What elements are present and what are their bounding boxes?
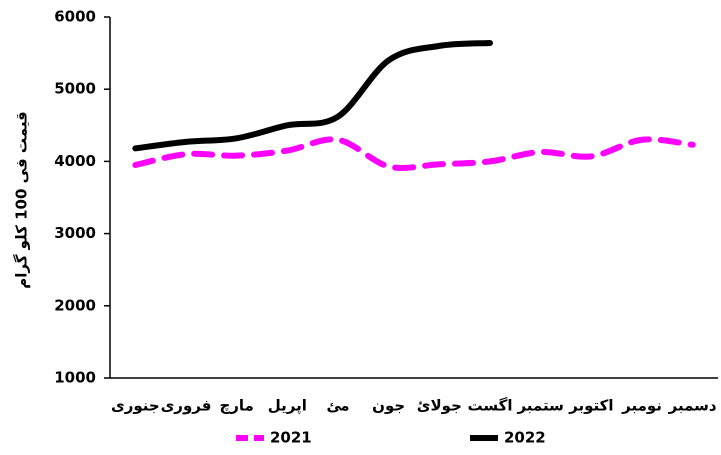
y-tick-label: 5000 [54, 80, 96, 98]
x-tick-label: فروری [161, 397, 212, 415]
x-tick-label: دسمبر [668, 397, 717, 415]
legend-label: 2022 [504, 429, 546, 447]
line-series [132, 39, 493, 152]
x-tick-label: مارچ [219, 397, 253, 415]
y-tick-label: 2000 [54, 296, 96, 314]
y-tick-label: 4000 [54, 152, 96, 170]
x-tick-label: مئ [326, 397, 349, 415]
x-tick-label: جولائ [417, 397, 462, 415]
x-tick-label: جنوری [111, 397, 160, 415]
legend-label: 2021 [270, 429, 312, 447]
x-tick-label: اگست [467, 397, 512, 415]
x-tick-label: نومبر [621, 397, 662, 415]
y-tick-label: 1000 [54, 369, 96, 387]
x-tick-label: اکتوبر [568, 397, 613, 415]
y-tick-label: 6000 [54, 8, 96, 26]
x-tick-label: جون [372, 397, 405, 415]
x-tick-label: ستمبر [516, 397, 563, 415]
line-series [132, 136, 696, 171]
y-axis-label: قیمت فی 100 کلو گرام [13, 111, 31, 289]
x-tick-label: اپریل [268, 397, 307, 416]
y-tick-label: 3000 [54, 224, 96, 242]
